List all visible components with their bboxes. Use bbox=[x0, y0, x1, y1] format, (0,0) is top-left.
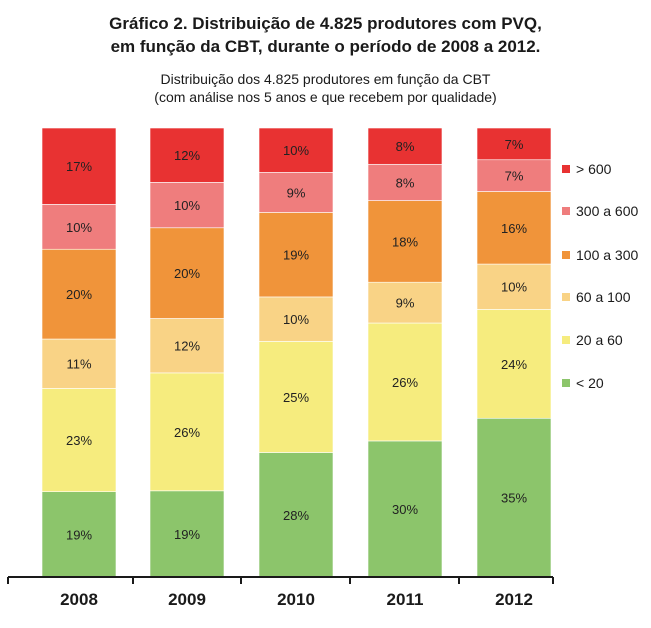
data-label: 7% bbox=[505, 137, 524, 152]
data-label: 9% bbox=[396, 296, 415, 311]
data-label: 17% bbox=[66, 159, 92, 174]
x-tick-label: 2009 bbox=[168, 590, 206, 609]
data-label: 18% bbox=[392, 234, 418, 249]
data-label: 24% bbox=[501, 357, 527, 372]
bar-segment bbox=[149, 227, 225, 319]
bar-segment bbox=[367, 200, 443, 283]
bar-segment bbox=[41, 127, 117, 205]
data-label: 30% bbox=[392, 502, 418, 517]
bar-segment bbox=[258, 212, 334, 298]
data-label: 20% bbox=[174, 266, 200, 281]
bar-segment bbox=[476, 191, 552, 265]
data-label: 10% bbox=[283, 312, 309, 327]
data-label: 26% bbox=[392, 375, 418, 390]
chart-subtitle: Distribuição dos 4.825 produtores em fun… bbox=[0, 70, 651, 106]
legend-label: 20 a 60 bbox=[576, 332, 623, 348]
bar-segment bbox=[367, 163, 443, 201]
data-label: 20% bbox=[66, 287, 92, 302]
legend-label: 300 a 600 bbox=[576, 203, 638, 219]
data-label: 28% bbox=[283, 508, 309, 523]
bar-segment bbox=[476, 159, 552, 192]
data-label: 19% bbox=[66, 527, 92, 542]
chart-subtitle-line-2: (com análise nos 5 anos e que recebem po… bbox=[154, 89, 497, 105]
bar-segment bbox=[367, 440, 443, 578]
bar-segment bbox=[258, 127, 334, 173]
bar-segment bbox=[258, 452, 334, 578]
bar-segment bbox=[476, 127, 552, 161]
legend-label: < 20 bbox=[576, 375, 604, 391]
legend-swatch bbox=[562, 251, 570, 259]
data-label: 10% bbox=[66, 220, 92, 235]
data-label: 12% bbox=[174, 339, 200, 354]
data-label: 8% bbox=[396, 175, 415, 190]
data-label: 19% bbox=[174, 527, 200, 542]
bar-segment bbox=[258, 172, 334, 213]
data-label: 8% bbox=[396, 139, 415, 154]
x-tick-label: 2008 bbox=[60, 590, 98, 609]
bar-segment bbox=[367, 281, 443, 324]
data-label: 7% bbox=[505, 169, 524, 184]
chart-title-line-2: em função da CBT, durante o período de 2… bbox=[110, 37, 541, 56]
data-label: 9% bbox=[287, 185, 306, 200]
bar-segment bbox=[41, 388, 117, 492]
bar-segment bbox=[149, 490, 225, 578]
data-label: 23% bbox=[66, 433, 92, 448]
bar-segment bbox=[41, 204, 117, 250]
data-label: 25% bbox=[283, 390, 309, 405]
bar-segment bbox=[367, 322, 443, 442]
legend-swatch bbox=[562, 207, 570, 215]
data-label: 10% bbox=[501, 280, 527, 295]
legend-swatch bbox=[562, 293, 570, 301]
bar-segment bbox=[476, 417, 552, 578]
legend-label: > 600 bbox=[576, 161, 612, 177]
legend-swatch bbox=[562, 379, 570, 387]
legend-label: 60 a 100 bbox=[576, 289, 631, 305]
chart-subtitle-line-1: Distribuição dos 4.825 produtores em fun… bbox=[160, 71, 491, 87]
chart-title-line-1: Gráfico 2. Distribuição de 4.825 produto… bbox=[109, 14, 542, 33]
bar-segment bbox=[258, 341, 334, 453]
data-label: 12% bbox=[174, 148, 200, 163]
x-tick-label: 2010 bbox=[277, 590, 315, 609]
data-label: 10% bbox=[283, 143, 309, 158]
bar-segment bbox=[149, 372, 225, 492]
bar-segment bbox=[41, 491, 117, 578]
legend-swatch bbox=[562, 336, 570, 344]
data-label: 11% bbox=[66, 357, 91, 372]
bar-segment bbox=[41, 338, 117, 389]
legend-swatch bbox=[562, 165, 570, 173]
bar-segment bbox=[41, 248, 117, 340]
x-tick-label: 2012 bbox=[495, 590, 533, 609]
bar-segment bbox=[476, 309, 552, 419]
data-label: 10% bbox=[174, 198, 200, 213]
chart-title: Gráfico 2. Distribuição de 4.825 produto… bbox=[0, 12, 651, 58]
bar-segment bbox=[149, 127, 225, 183]
bar-segment bbox=[149, 318, 225, 374]
legend-label: 100 a 300 bbox=[576, 247, 638, 263]
bar-segment bbox=[149, 182, 225, 229]
bar-segment bbox=[367, 127, 443, 165]
data-label: 19% bbox=[283, 248, 309, 263]
data-label: 16% bbox=[501, 221, 527, 236]
data-label: 26% bbox=[174, 425, 200, 440]
x-tick-label: 2011 bbox=[387, 590, 424, 609]
data-label: 35% bbox=[501, 491, 527, 506]
